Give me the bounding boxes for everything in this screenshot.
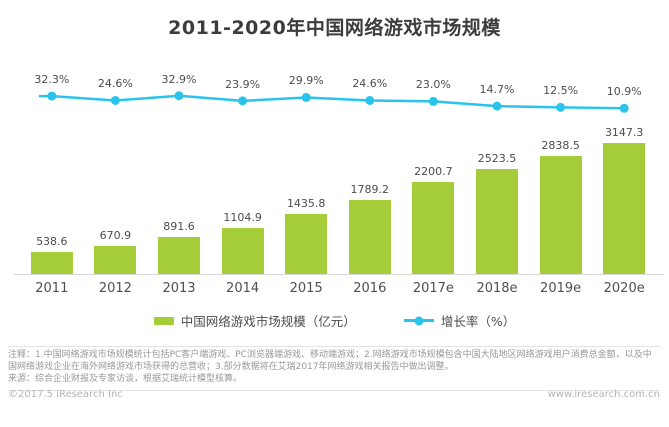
growth-line-dot: [301, 92, 311, 102]
chart-title: 2011-2020年中国网络游戏市场规模: [168, 17, 501, 39]
bar-swatch-icon: [153, 316, 174, 325]
growth-pct-label: 24.6%: [97, 77, 133, 91]
x-tick-label: 2012: [98, 281, 132, 296]
growth-pct-label: 10.9%: [606, 85, 642, 99]
legend-item-market-size: 中国网络游戏市场规模（亿元）: [153, 311, 356, 330]
growth-pct-label: 23.0%: [415, 78, 451, 92]
bar-value-label: 2200.7: [414, 165, 453, 179]
growth-pct-label: 23.9%: [225, 77, 261, 91]
x-tick-label: 2019e: [540, 281, 582, 296]
growth-line-dot: [47, 91, 57, 101]
market-size-bar: [221, 228, 264, 274]
market-size-bar: [30, 251, 73, 274]
x-tick-label: 2011: [35, 281, 69, 296]
copyright-text: ©2017.5 iResearch Inc: [8, 389, 123, 400]
legend-item-growth-rate: 增长率（%）: [403, 311, 516, 330]
x-axis-line: [14, 274, 664, 275]
growth-line-dot: [238, 96, 248, 106]
market-size-bar: [348, 199, 391, 274]
bar-value-label: 538.6: [36, 234, 68, 248]
chart-plot-area: 538.6 32.3% 2011 670.9 24.6% 2012 891.6 32.9% 20…: [14, 60, 664, 305]
line-swatch-icon: [403, 316, 434, 325]
growth-line-dot: [428, 96, 438, 106]
growth-line-chart: [38, 91, 629, 113]
growth-pct-label: 14.7%: [479, 83, 515, 97]
x-tick-label: 2015: [289, 281, 323, 296]
growth-pct-label: 32.9%: [161, 72, 197, 86]
line-dot-icon: [414, 316, 424, 325]
footnotes: 注释：1.中国网络游戏市场规模统计包括PC客户端游戏、PC浏览器端游戏、移动端游…: [8, 346, 660, 391]
x-tick-label: 2018e: [476, 281, 518, 296]
growth-pct-label: 29.9%: [288, 74, 324, 88]
bar-value-label: 1435.8: [286, 197, 326, 211]
bar-value-label: 1789.2: [350, 182, 390, 196]
bar-value-label: 1104.9: [223, 211, 262, 224]
market-size-bar: [158, 236, 200, 274]
footer-bar: ©2017.5 iResearch Inc www.iresearch.com.…: [8, 389, 660, 400]
bar-value-label: 670.9: [99, 229, 132, 243]
bar-value-label: 3147.3: [604, 126, 644, 139]
x-tick-label: 2017e: [412, 281, 454, 296]
bar-value-label: 2838.5: [541, 138, 580, 152]
footnote-source: 来源：综合企业财报及专家访谈，根据艾瑞统计模型核算。: [8, 374, 243, 384]
growth-line-dot: [492, 101, 502, 111]
growth-line-dot: [365, 95, 375, 105]
market-size-bar: [412, 182, 455, 274]
legend-label-growth-rate: 增长率（%）: [440, 314, 516, 329]
footnote-annotation: 注释：1.中国网络游戏市场规模统计包括PC客户端游戏、PC浏览器端游戏、移动端游…: [8, 350, 652, 372]
bar-value-label: 2523.5: [477, 151, 517, 165]
growth-line-dot: [174, 91, 184, 101]
growth-line-dot: [619, 103, 629, 113]
growth-pct-label: 12.5%: [543, 84, 579, 98]
growth-line-dot: [110, 95, 120, 105]
market-size-bar: [285, 214, 328, 274]
growth-pct-label: 32.3%: [34, 73, 70, 87]
legend: 中国网络游戏市场规模（亿元） 增长率（%）: [0, 311, 669, 330]
market-size-bar: [603, 143, 646, 274]
x-tick-label: 2016: [353, 281, 387, 296]
market-size-bar: [476, 168, 518, 274]
growth-line-dot: [556, 102, 566, 112]
x-tick-label: 2020e: [603, 281, 645, 296]
bar-value-label: 891.6: [163, 219, 195, 233]
growth-line: [38, 94, 625, 110]
website-text: www.iresearch.com.cn: [547, 389, 660, 400]
market-size-bar: [94, 246, 137, 274]
growth-pct-label: 24.6%: [352, 77, 388, 91]
x-tick-label: 2013: [162, 281, 196, 296]
market-size-bar: [539, 155, 582, 274]
x-tick-label: 2014: [226, 281, 260, 296]
legend-label-market-size: 中国网络游戏市场规模（亿元）: [180, 314, 356, 329]
